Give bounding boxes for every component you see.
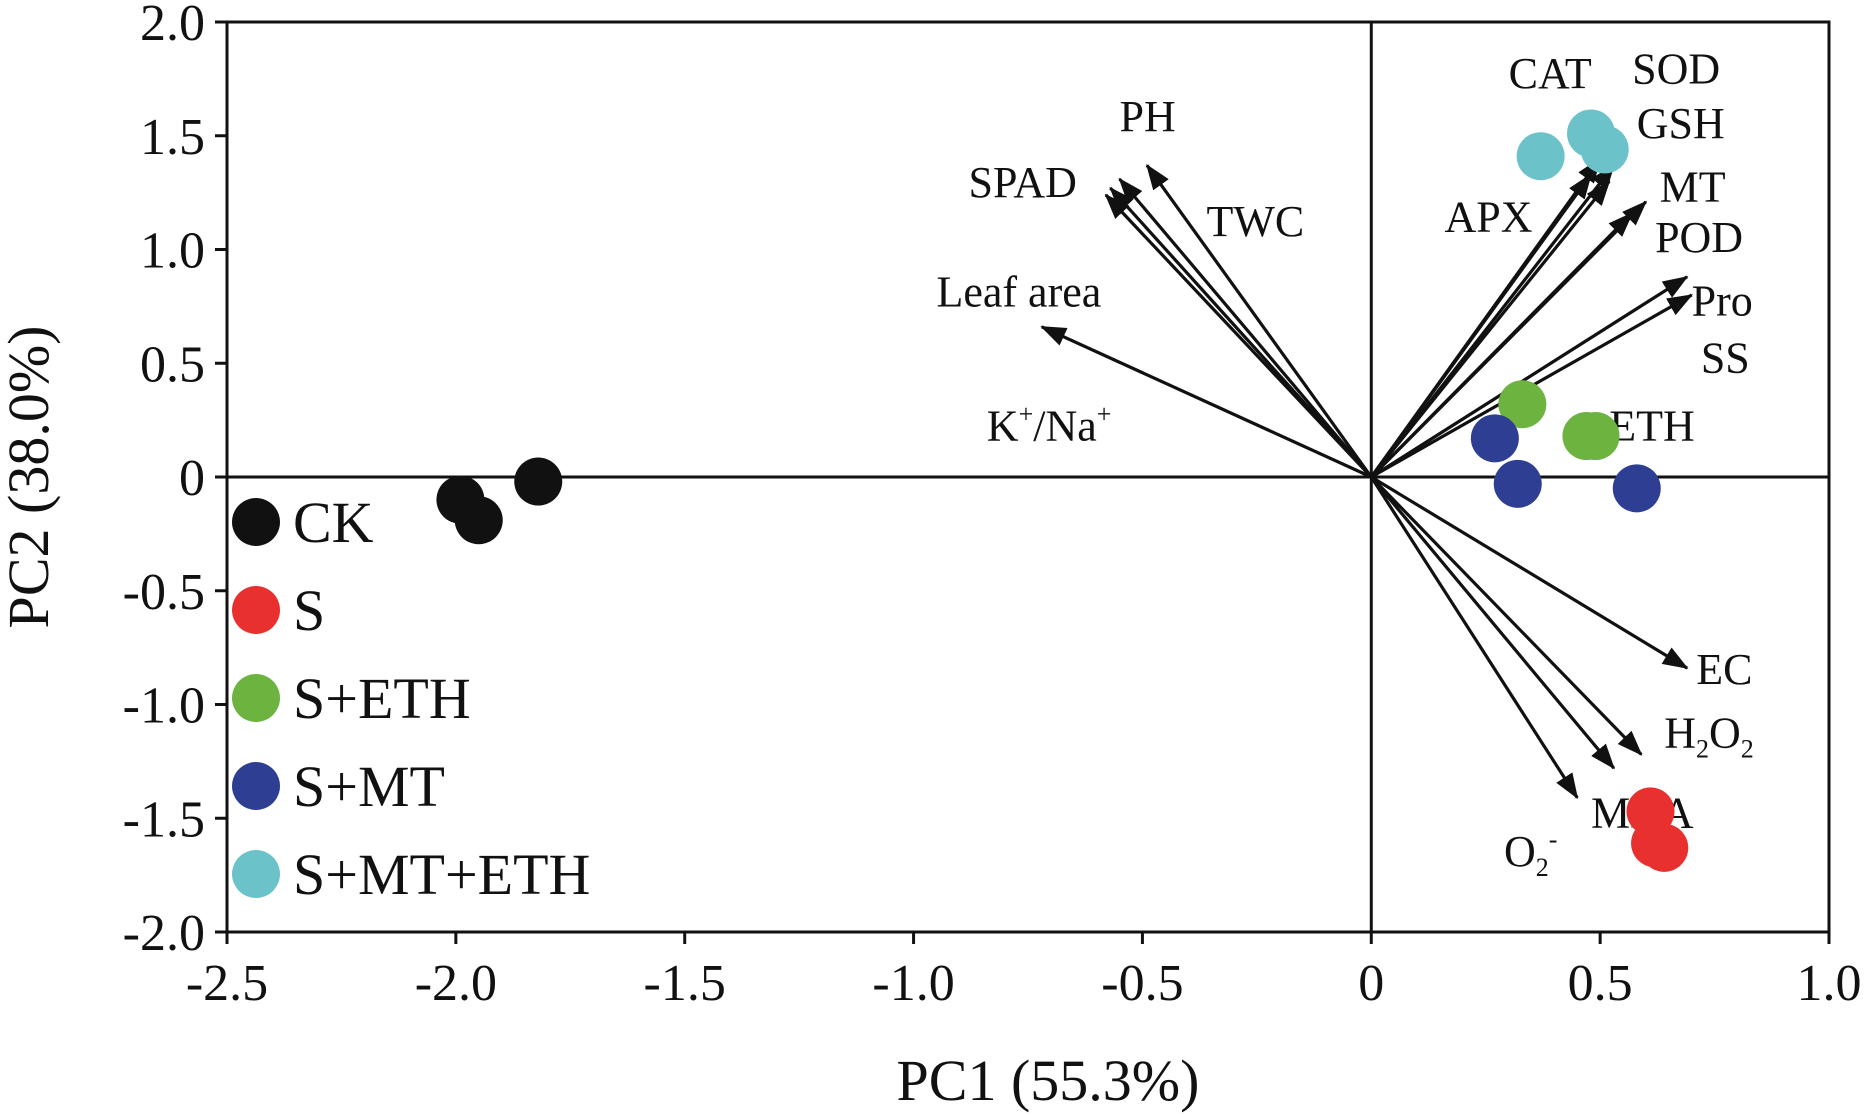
legend-label: S+MT	[293, 754, 445, 819]
x-tick-label: -0.5	[1101, 955, 1183, 1012]
legend-label: S+ETH	[293, 666, 471, 731]
y-tick-label: -0.5	[123, 564, 205, 621]
loading-arrow-ec	[1370, 475, 1689, 670]
point-ck	[454, 496, 503, 545]
x-tick-label: -1.5	[644, 955, 726, 1012]
legend-marker-ck	[232, 498, 280, 546]
x-tick-label: -2.0	[415, 955, 497, 1012]
x-tick-label: -1.0	[872, 955, 954, 1012]
loading-arrow-twc	[1118, 177, 1373, 479]
variable-label: POD	[1655, 213, 1743, 262]
legend-label: CK	[293, 490, 374, 555]
variable-label: Pro	[1692, 276, 1753, 325]
variable-label: PH	[1120, 92, 1176, 141]
point-s-mt-eth	[1580, 125, 1629, 174]
y-tick-label: -2.0	[123, 905, 205, 962]
point-s-mt	[1612, 464, 1661, 513]
legend-label: S+MT+ETH	[293, 842, 590, 907]
loading-arrow-pod	[1370, 211, 1634, 479]
legend-marker-s-mt	[232, 762, 280, 810]
y-tick-label: 0.5	[140, 336, 205, 393]
x-tick-label: 1.0	[1797, 955, 1862, 1012]
loading-arrow-gsh	[1370, 180, 1611, 479]
legend-marker-s-eth	[232, 674, 280, 722]
legend: CK S S+ETH S+MT S+MT+ETH	[232, 490, 590, 907]
variable-label: MT	[1660, 163, 1726, 212]
loading-arrow-k-na-	[1104, 193, 1373, 479]
y-axis-title: PC2 (38.0%)	[0, 326, 61, 629]
legend-marker-s-mt-eth	[232, 850, 280, 898]
point-s-mt	[1493, 459, 1542, 508]
variable-label: K+/Na+	[987, 400, 1112, 451]
legend-label: S	[293, 578, 325, 643]
loading-arrow-leaf-area	[1040, 325, 1372, 479]
loading-arrow-mda	[1370, 475, 1616, 770]
loading-arrow-pro	[1370, 275, 1689, 479]
x-tick-label: 0	[1358, 955, 1384, 1012]
loading-arrow-h2o2	[1370, 475, 1643, 756]
variable-label: CAT	[1509, 49, 1592, 98]
x-tick-label: -2.5	[186, 955, 268, 1012]
point-s-eth	[1571, 412, 1620, 461]
variable-label: SS	[1701, 333, 1750, 382]
legend-marker-s	[232, 586, 280, 634]
data-points	[436, 109, 1689, 872]
loading-arrow-apx	[1369, 173, 1593, 478]
variable-label: EC	[1696, 645, 1752, 694]
y-tick-label: 1.5	[140, 109, 205, 166]
variable-label: Leaf area	[936, 267, 1101, 316]
y-tick-label: -1.5	[123, 791, 205, 848]
variable-label: ETH	[1609, 402, 1695, 451]
x-axis-title: PC1 (55.3%)	[897, 1048, 1200, 1113]
y-tick-label: -1.0	[123, 678, 205, 735]
y-tick-label: 0	[179, 450, 205, 507]
y-tick-label: 2.0	[140, 0, 205, 52]
variable-labels: PH SPAD TWC Leaf area K+/Na+ CAT APX SOD GSH MTPO…	[936, 44, 1753, 882]
variable-label: APX	[1445, 192, 1533, 241]
point-s-mt-eth	[1516, 132, 1565, 181]
variable-label: GSH	[1637, 99, 1725, 148]
loading-arrow-o2-	[1369, 476, 1579, 800]
loading-arrow-ph	[1145, 164, 1373, 478]
axis-ticks: -2.5 -2.0 -1.5 -1.0 -0.5 0 0.5 1.0-2.0-1.5-1.0-…	[123, 0, 1862, 1012]
point-ck	[514, 457, 563, 506]
variable-label: SOD	[1632, 44, 1720, 93]
point-s-mt	[1470, 414, 1519, 463]
variable-label: TWC	[1207, 197, 1305, 246]
point-s-eth	[1498, 380, 1547, 429]
point-s	[1640, 823, 1689, 872]
y-tick-label: 1.0	[140, 223, 205, 280]
variable-label: SPAD	[968, 158, 1076, 207]
variable-label: H2O2	[1664, 709, 1754, 764]
variable-label: O2-	[1504, 825, 1557, 882]
x-tick-label: 0.5	[1568, 955, 1633, 1012]
